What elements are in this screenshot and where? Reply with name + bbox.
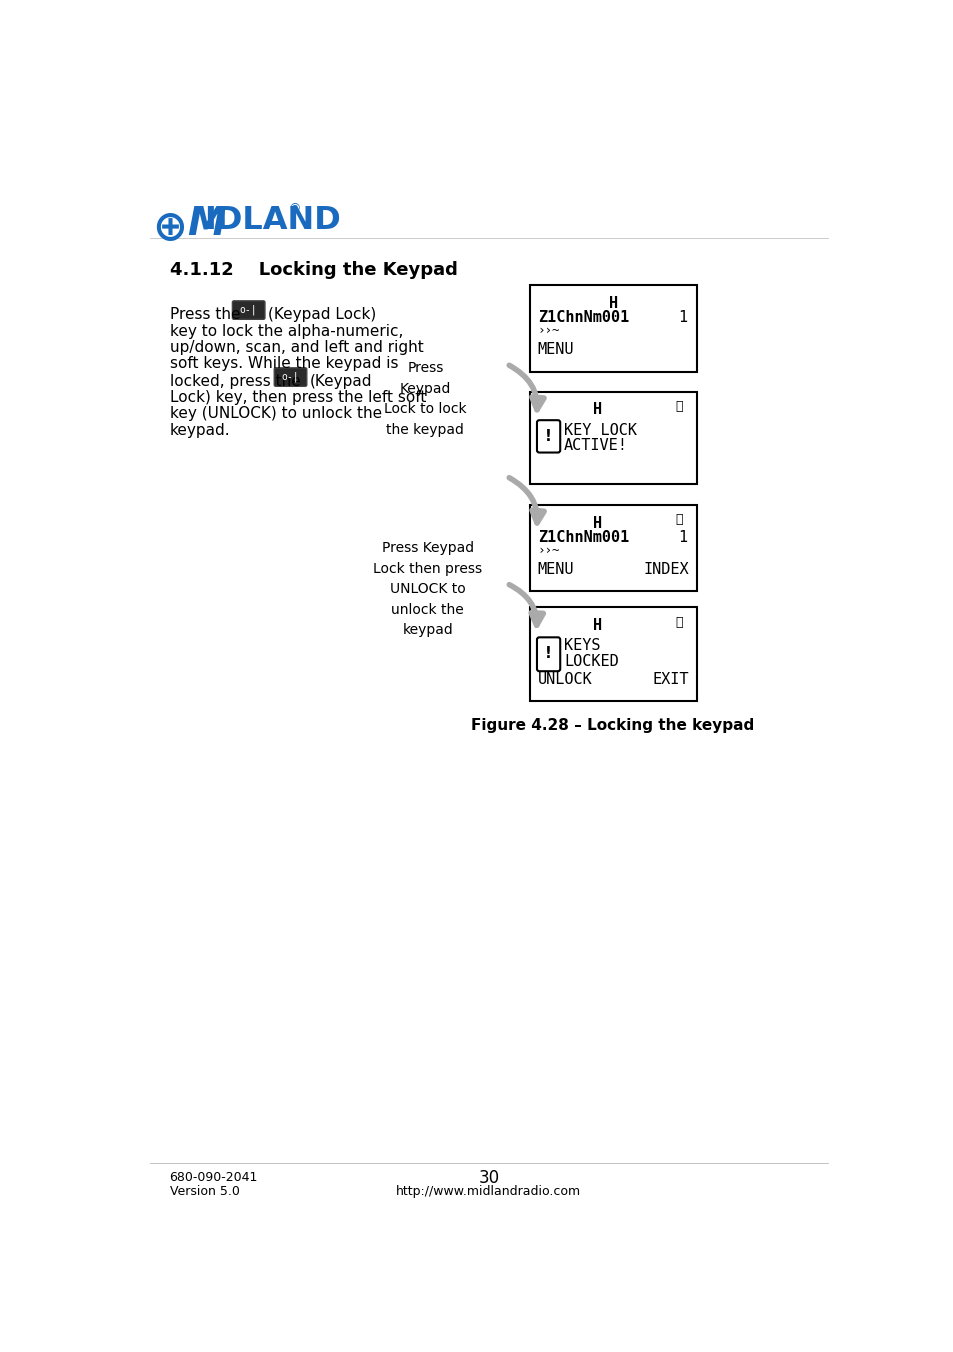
Text: (Keypad Lock): (Keypad Lock) [268,307,375,322]
FancyBboxPatch shape [537,637,559,671]
Text: Z1ChnNm001: Z1ChnNm001 [537,310,628,324]
Text: MENU: MENU [537,342,574,357]
Text: 🔒: 🔒 [674,514,681,526]
Text: ››~: ››~ [537,544,559,557]
Text: soft keys. While the keypad is: soft keys. While the keypad is [170,357,397,372]
Text: 30: 30 [477,1169,499,1187]
Text: !: ! [544,429,552,443]
Text: INDEX: INDEX [642,562,688,577]
Text: Figure 4.28 – Locking the keypad: Figure 4.28 – Locking the keypad [471,718,754,733]
Text: 680-090-2041: 680-090-2041 [170,1171,257,1184]
Text: UNLOCK: UNLOCK [537,672,592,687]
Text: 🔒: 🔒 [674,615,681,629]
Text: Version 5.0: Version 5.0 [170,1184,239,1198]
Text: key (UNLOCK) to unlock the: key (UNLOCK) to unlock the [170,407,381,422]
FancyBboxPatch shape [233,301,265,319]
Text: http://www.midlandradio.com: http://www.midlandradio.com [395,1184,581,1198]
Text: ››~: ››~ [537,324,559,337]
FancyBboxPatch shape [537,420,559,453]
Text: ®: ® [288,203,300,215]
Text: IDLAND: IDLAND [204,204,341,235]
Bar [530,607,696,702]
Text: !: ! [544,646,552,661]
Text: ACTIVE!: ACTIVE! [563,438,627,453]
Text: up/down, scan, and left and right: up/down, scan, and left and right [170,341,423,356]
Text: H: H [593,618,601,633]
Text: H: H [608,296,618,311]
Text: H: H [593,515,601,531]
Text: o-|: o-| [239,304,257,315]
Text: KEY LOCK: KEY LOCK [563,423,637,438]
Text: 4.1.12    Locking the Keypad: 4.1.12 Locking the Keypad [170,261,457,279]
Bar [530,504,696,591]
Text: keypad.: keypad. [170,423,230,438]
Bar [530,285,696,372]
Text: 🔒: 🔒 [674,400,681,414]
Text: locked, press the: locked, press the [170,375,300,389]
Text: (Keypad: (Keypad [310,375,372,389]
FancyBboxPatch shape [274,368,307,387]
Text: Press
Keypad
Lock to lock
the keypad: Press Keypad Lock to lock the keypad [384,361,466,437]
Text: Lock) key, then press the left soft: Lock) key, then press the left soft [170,391,426,406]
Text: MENU: MENU [537,562,574,577]
Text: Press Keypad
Lock then press
UNLOCK to
unlock the
keypad: Press Keypad Lock then press UNLOCK to u… [373,541,482,638]
Text: EXIT: EXIT [652,672,688,687]
Text: Μ: Μ [187,204,226,242]
Text: ⊕: ⊕ [152,207,187,249]
Text: o-|: o-| [281,372,299,383]
Text: H: H [593,403,601,418]
Text: key to lock the alpha-numeric,: key to lock the alpha-numeric, [170,324,402,339]
Text: Press the: Press the [170,307,240,322]
Text: 1: 1 [678,530,686,545]
Text: 1: 1 [678,310,686,324]
Bar [530,392,696,484]
Text: Z1ChnNm001: Z1ChnNm001 [537,530,628,545]
Text: LOCKED: LOCKED [563,653,618,668]
Text: KEYS: KEYS [563,638,600,653]
